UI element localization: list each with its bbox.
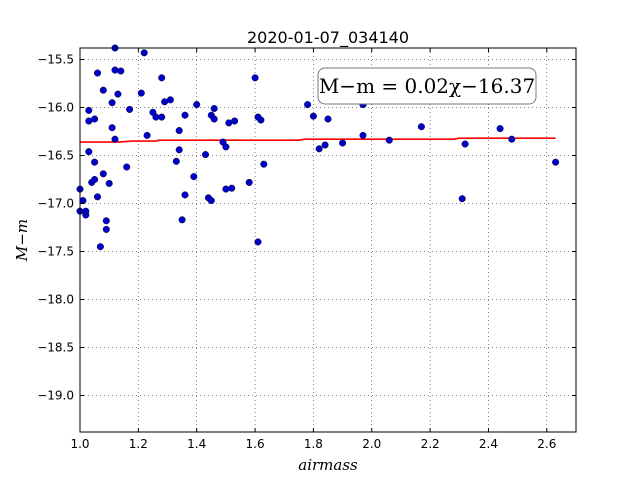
- fit-line: [80, 137, 556, 143]
- y-tick-label: −18.5: [37, 341, 74, 355]
- data-point: [85, 148, 93, 156]
- data-point: [417, 123, 425, 131]
- data-point: [508, 135, 516, 143]
- data-point: [111, 135, 119, 143]
- data-point: [251, 74, 259, 82]
- data-point: [82, 211, 90, 219]
- data-point: [181, 111, 189, 119]
- data-point: [178, 216, 186, 224]
- grid-lines: [79, 48, 576, 432]
- data-point: [166, 96, 174, 104]
- data-point: [309, 112, 317, 120]
- data-point: [245, 178, 253, 186]
- data-point: [552, 158, 560, 166]
- data-point: [339, 139, 347, 147]
- data-point: [385, 136, 393, 144]
- data-point: [123, 163, 131, 171]
- data-point: [222, 185, 230, 193]
- data-point: [91, 115, 99, 123]
- y-tick-label: −17.0: [37, 197, 74, 211]
- fit-line-layer: [80, 137, 556, 143]
- y-tick-label: −17.5: [37, 245, 74, 259]
- data-point: [228, 184, 236, 192]
- data-point: [140, 49, 148, 57]
- data-points: [76, 44, 560, 251]
- data-point: [260, 160, 268, 168]
- data-point: [117, 67, 125, 75]
- y-tick-label: −16.0: [37, 101, 74, 115]
- annotation-box: [317, 67, 537, 105]
- data-point: [172, 157, 180, 165]
- data-point: [105, 179, 113, 187]
- data-point: [108, 124, 116, 132]
- data-point: [225, 119, 233, 127]
- x-tick-label: 1.0: [70, 437, 89, 451]
- data-point: [91, 158, 99, 166]
- data-point: [175, 146, 183, 154]
- data-point: [111, 66, 119, 74]
- x-tick-label: 1.4: [187, 437, 206, 451]
- y-ticks: −19.0 −18.5 −18.0 −17.5 −17.0 −16.5 −16.0 −15.5: [37, 53, 576, 403]
- x-axis-label: airmass: [298, 456, 358, 474]
- y-tick-label: −19.0: [37, 389, 74, 403]
- data-point: [181, 191, 189, 199]
- data-point: [91, 175, 99, 183]
- chart-title: 2020-01-07_034140: [247, 28, 409, 48]
- data-point: [137, 89, 145, 97]
- data-point: [193, 101, 201, 109]
- data-point: [461, 140, 469, 148]
- x-tick-label: 2.4: [479, 437, 498, 451]
- y-tick-label: −15.5: [37, 53, 74, 67]
- x-tick-label: 1.8: [304, 437, 323, 451]
- data-point: [257, 116, 265, 124]
- x-tick-label: 1.6: [246, 437, 265, 451]
- data-point: [93, 193, 101, 201]
- data-point: [161, 98, 169, 106]
- data-point: [96, 243, 104, 251]
- data-point: [458, 195, 466, 203]
- data-point: [79, 197, 87, 205]
- data-point: [99, 170, 107, 178]
- data-point: [158, 74, 166, 82]
- data-point: [324, 115, 332, 123]
- data-point: [114, 90, 122, 98]
- data-point: [126, 105, 134, 113]
- data-point: [201, 151, 209, 159]
- data-point: [359, 131, 367, 139]
- data-point: [102, 225, 110, 233]
- plot-frame: [79, 47, 577, 433]
- data-point: [321, 141, 329, 149]
- x-ticks: 1.0 1.2 1.4 1.6 1.8 2.0 2.2 2.4 2.6: [70, 48, 556, 451]
- equation-annotation: M−m = 0.02χ−16.37: [317, 67, 537, 105]
- x-tick-label: 1.2: [129, 437, 148, 451]
- data-point: [175, 127, 183, 135]
- data-point: [210, 115, 218, 123]
- data-point: [210, 104, 218, 112]
- data-point: [85, 117, 93, 125]
- data-point: [254, 238, 262, 246]
- data-point: [315, 145, 323, 153]
- data-point: [190, 173, 198, 181]
- data-point: [108, 99, 116, 107]
- y-tick-label: −16.5: [37, 149, 74, 163]
- y-tick-label: −18.0: [37, 293, 74, 307]
- y-axis-label: M−m: [13, 219, 31, 262]
- data-point: [222, 143, 230, 151]
- data-point: [496, 125, 504, 133]
- data-point: [231, 117, 239, 125]
- data-point: [93, 69, 101, 77]
- data-point: [99, 86, 107, 94]
- data-point: [207, 197, 215, 205]
- data-point: [304, 101, 312, 109]
- data-point: [158, 113, 166, 121]
- x-tick-label: 2.6: [537, 437, 556, 451]
- data-point: [85, 106, 93, 114]
- data-point: [143, 131, 151, 139]
- x-tick-label: 2.2: [421, 437, 440, 451]
- annotation-text: M−m = 0.02χ−16.37: [319, 74, 535, 98]
- x-tick-label: 2.0: [362, 437, 381, 451]
- data-point: [102, 217, 110, 225]
